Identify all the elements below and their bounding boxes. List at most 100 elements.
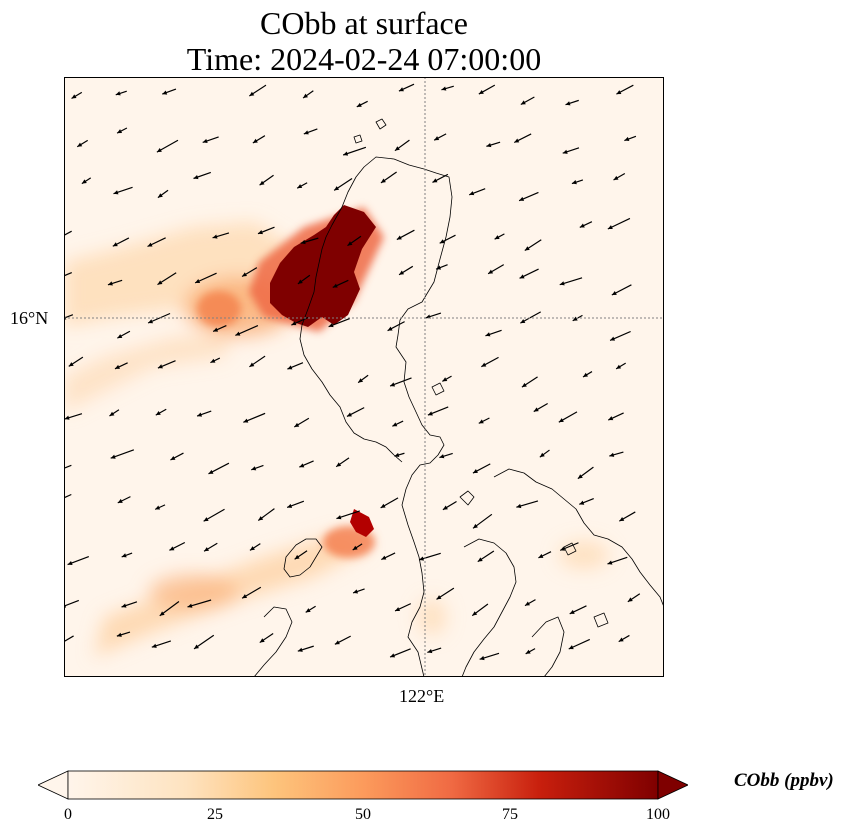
wind-arrow-head [110, 454, 116, 459]
wind-arrow-head [525, 649, 531, 654]
wind-arrow-head [432, 178, 438, 183]
wind-arrow-head [64, 415, 70, 420]
wind-arrow-head [607, 560, 613, 565]
map-title-line1: CObb at surface [260, 5, 468, 41]
plume-south-center [418, 599, 446, 635]
wind-arrow-head [524, 601, 530, 606]
wind-arrow-head [107, 281, 113, 286]
wind-arrow-head [334, 640, 340, 645]
wind-arrow-shaft [64, 272, 73, 277]
wind-arrow-head [257, 230, 263, 235]
wind-arrow-head [520, 319, 526, 324]
wind-arrow-head [71, 94, 77, 99]
wind-arrow-head [533, 407, 539, 412]
wind-arrow-head [613, 175, 619, 180]
wind-arrow-head [572, 316, 578, 321]
wind-arrow-head [571, 180, 577, 185]
coastlines [253, 118, 664, 677]
wind-arrow-head [439, 454, 445, 459]
wind-arrow-head [442, 377, 448, 382]
wind-arrow-head [434, 136, 440, 141]
wind-arrow-head [336, 462, 342, 467]
wind-arrow-head [616, 364, 622, 369]
wind-arrow-head [259, 638, 265, 643]
wind-arrow-head [194, 644, 199, 649]
wind-arrow-head [539, 452, 545, 458]
wind-arrow-head [157, 364, 163, 369]
wind-arrow-head [607, 225, 613, 230]
wind-arrow-head [565, 101, 571, 106]
wind-arrow-head [203, 517, 209, 522]
wind-arrow-head [197, 412, 203, 417]
wind-arrow-head [478, 89, 484, 95]
wind-arrow-head [195, 279, 201, 284]
colorbar-extend-low [38, 770, 69, 800]
wind-arrow-head [380, 178, 386, 183]
colorbar-tick-100: 100 [646, 806, 670, 823]
wind-arrow-head [114, 364, 120, 369]
wind-arrow-head [479, 655, 485, 661]
coast-mindoro [283, 538, 323, 578]
wind-arrow-head [442, 505, 448, 510]
wind-arrow-head [559, 281, 565, 286]
wind-arrow-head [436, 595, 442, 600]
wind-arrow-head [524, 246, 530, 251]
wind-arrow-head [569, 609, 575, 614]
wind-arrow-head [242, 272, 248, 277]
map-panel [64, 77, 664, 677]
wind-arrow-head [297, 184, 303, 189]
wind-arrow-head [347, 241, 353, 246]
wind-arrow-head [352, 545, 358, 551]
wind-arrow-head [187, 603, 193, 608]
wind-arrow-head [81, 179, 87, 184]
wind-arrow-head [147, 242, 153, 247]
wind-arrow-head [616, 90, 622, 95]
wind-arrow-head [68, 362, 74, 367]
wind-vectors [64, 83, 641, 661]
wind-arrow-head [478, 419, 484, 424]
wind-arrow-head [328, 323, 334, 328]
wind-arrow-head [242, 594, 248, 599]
wind-arrow-head [486, 142, 492, 148]
wind-arrow-head [291, 321, 297, 326]
wind-arrow-head [305, 608, 311, 613]
wind-arrow-head [157, 193, 163, 198]
colorbar-tick-50: 50 [355, 806, 371, 823]
wind-arrow-head [113, 190, 119, 195]
lat-tick-label: 16°N [10, 308, 49, 328]
wind-arrow-head [353, 589, 359, 594]
wind-arrow-head [67, 560, 73, 566]
wind-arrow-head [436, 265, 442, 270]
wind-arrow-head [419, 556, 424, 561]
wind-arrow-head [204, 547, 210, 552]
wind-arrow-head [116, 632, 122, 637]
wind-arrow-head [477, 557, 483, 562]
wind-arrow-head [514, 138, 520, 143]
wind-arrow-head [151, 643, 157, 648]
wind-arrow-head [356, 102, 362, 107]
wind-arrow-head [148, 319, 154, 324]
wind-arrow-head [346, 412, 352, 417]
wind-arrow-head [610, 336, 616, 341]
colorbar-gradient [67, 770, 659, 800]
wind-arrow-head [336, 515, 342, 520]
wind-arrow-head [395, 607, 401, 612]
lon-tick-label: 122°E [399, 686, 445, 706]
wind-arrow-head [115, 91, 121, 96]
plume-south-spot [149, 574, 239, 610]
colorbar [38, 770, 688, 800]
wind-arrow-head [577, 474, 583, 479]
wind-arrow-head [481, 362, 487, 367]
wind-arrow-head [469, 191, 475, 196]
wind-arrow-head [399, 270, 405, 275]
wind-arrow-head [387, 326, 393, 331]
wind-arrow-head [208, 469, 214, 474]
wind-arrow-head [249, 91, 255, 97]
wind-arrow-head [441, 86, 447, 91]
wind-arrow-head [121, 553, 127, 558]
wind-arrow-head [516, 503, 522, 509]
wind-arrow-head [170, 455, 176, 460]
wind-arrow-head [398, 87, 404, 92]
wind-arrow-head [343, 151, 349, 156]
map-frame [64, 77, 664, 677]
